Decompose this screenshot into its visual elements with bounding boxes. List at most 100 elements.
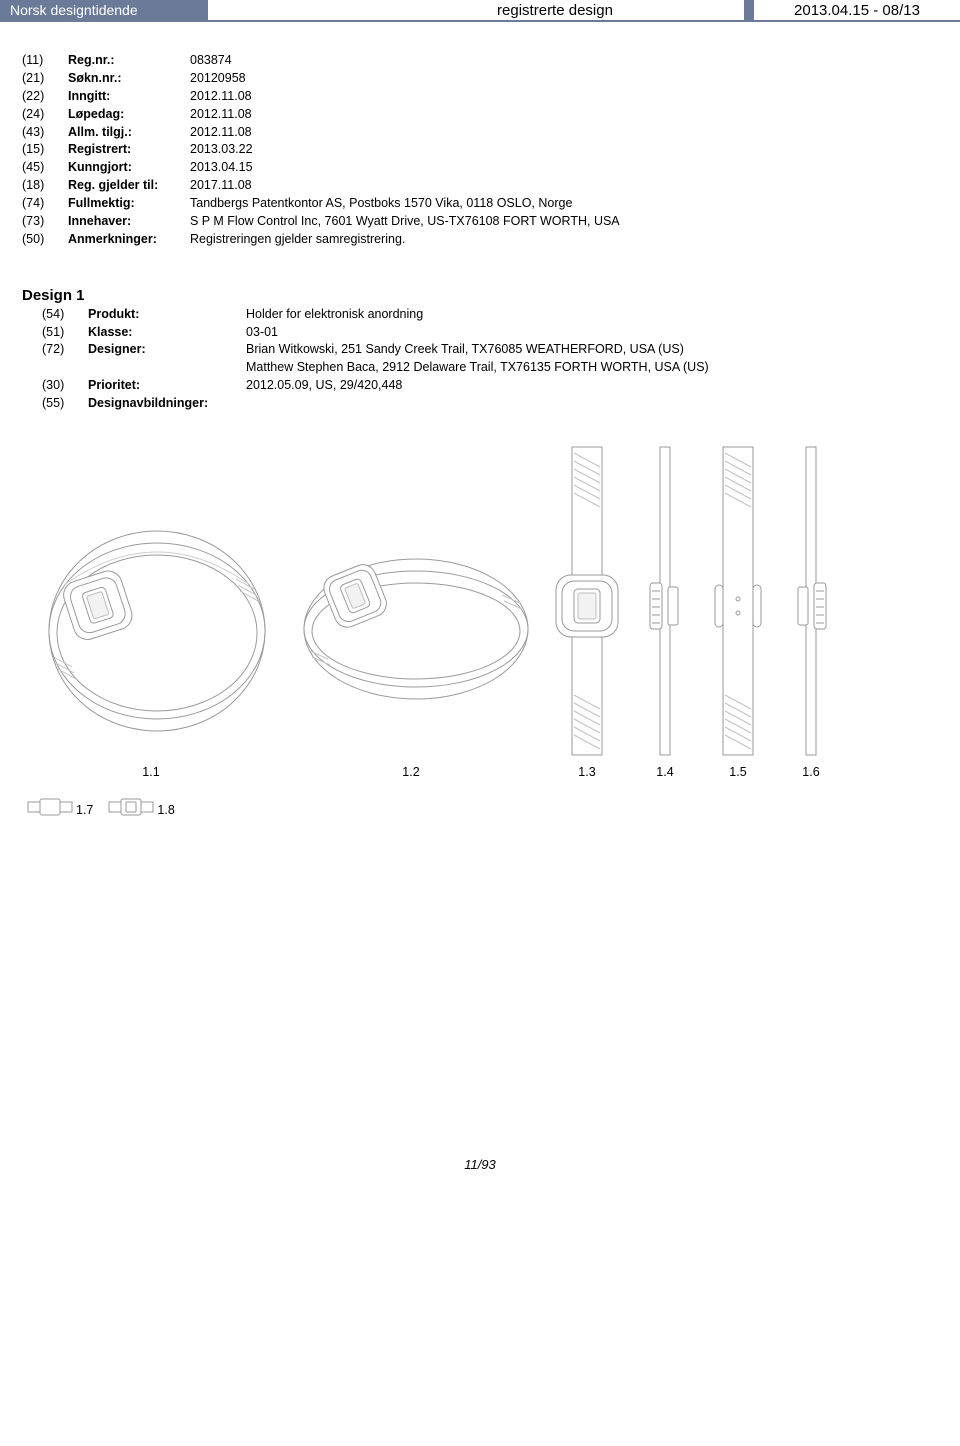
page-number: 11/93 [0, 1157, 960, 1192]
field-code: (30) [42, 377, 88, 395]
field-label: Kunngjort: [68, 159, 190, 177]
field-label: Designavbildninger: [88, 395, 246, 413]
field-value: Tandbergs Patentkontor AS, Postboks 1570… [190, 195, 626, 213]
field-value: 03-01 [246, 324, 715, 342]
page-content: (11)Reg.nr.:083874(21)Søkn.nr.:20120958(… [0, 22, 960, 817]
field-code [42, 359, 88, 377]
field-label: Produkt: [88, 306, 246, 324]
field-label: Løpedag: [68, 106, 190, 124]
figure-label: 1.2 [402, 765, 419, 779]
figure-label: 1.6 [802, 765, 819, 779]
design-figures-row: 1.1 [22, 441, 938, 779]
table-row: (30)Prioritet:2012.05.09, US, 29/420,448 [42, 377, 715, 395]
field-label: Søkn.nr.: [68, 70, 190, 88]
field-code: (43) [22, 124, 68, 142]
field-value: 2013.03.22 [190, 141, 626, 159]
figure-1-6: 1.6 [784, 441, 838, 779]
drawing-icon [784, 441, 838, 761]
field-value: 2012.05.09, US, 29/420,448 [246, 377, 715, 395]
field-label: Inngitt: [68, 88, 190, 106]
field-value: S P M Flow Control Inc, 7601 Wyatt Drive… [190, 213, 626, 231]
table-row: (72)Designer:Brian Witkowski, 251 Sandy … [42, 341, 715, 359]
table-row: (50)Anmerkninger:Registreringen gjelder … [22, 231, 626, 249]
table-row: Matthew Stephen Baca, 2912 Delaware Trai… [42, 359, 715, 377]
field-code: (21) [22, 70, 68, 88]
field-value [246, 395, 715, 413]
field-value: Holder for elektronisk anordning [246, 306, 715, 324]
figure-label: 1.7 [76, 803, 93, 817]
figure-label: 1.5 [729, 765, 746, 779]
field-code: (22) [22, 88, 68, 106]
drawing-icon [638, 441, 692, 761]
table-row: (43)Allm. tilgj.:2012.11.08 [22, 124, 626, 142]
figure-1-3: 1.3 [542, 441, 632, 779]
field-value: 2012.11.08 [190, 88, 626, 106]
field-label: Prioritet: [88, 377, 246, 395]
figure-1-7: 1.7 [26, 797, 93, 817]
design-heading: Design 1 [22, 287, 938, 304]
field-code: (73) [22, 213, 68, 231]
field-label: Anmerkninger: [68, 231, 190, 249]
header-issue-date: 2013.04.15 - 08/13 [754, 0, 960, 20]
drawing-icon [286, 461, 536, 761]
field-value: Matthew Stephen Baca, 2912 Delaware Trai… [246, 359, 715, 377]
table-row: (21)Søkn.nr.:20120958 [22, 70, 626, 88]
figure-1-8: 1.8 [107, 797, 174, 817]
field-value: 2012.11.08 [190, 106, 626, 124]
drawing-icon [698, 441, 778, 761]
field-label [88, 359, 246, 377]
header-divider [744, 0, 754, 20]
design-details-table: (54)Produkt:Holder for elektronisk anord… [42, 306, 715, 413]
header-publication-name: Norsk designtidende [0, 0, 208, 20]
drawing-icon [107, 797, 155, 817]
table-row: (73)Innehaver:S P M Flow Control Inc, 76… [22, 213, 626, 231]
table-row: (24)Løpedag:2012.11.08 [22, 106, 626, 124]
field-code: (55) [42, 395, 88, 413]
drawing-icon [22, 461, 280, 761]
field-label: Allm. tilgj.: [68, 124, 190, 142]
field-code: (15) [22, 141, 68, 159]
field-value: 2013.04.15 [190, 159, 626, 177]
field-code: (45) [22, 159, 68, 177]
figure-label: 1.4 [656, 765, 673, 779]
figure-label: 1.8 [157, 803, 174, 817]
figure-1-2: 1.2 [286, 461, 536, 779]
field-value: Registreringen gjelder samregistrering. [190, 231, 626, 249]
registration-metadata-table: (11)Reg.nr.:083874(21)Søkn.nr.:20120958(… [22, 52, 626, 249]
field-label: Klasse: [88, 324, 246, 342]
field-label: Registrert: [68, 141, 190, 159]
table-row: (22)Inngitt:2012.11.08 [22, 88, 626, 106]
figure-1-1: 1.1 [22, 461, 280, 779]
field-label: Reg.nr.: [68, 52, 190, 70]
table-row: (74)Fullmektig:Tandbergs Patentkontor AS… [22, 195, 626, 213]
figure-1-4: 1.4 [638, 441, 692, 779]
field-code: (72) [42, 341, 88, 359]
field-code: (51) [42, 324, 88, 342]
field-code: (24) [22, 106, 68, 124]
field-code: (50) [22, 231, 68, 249]
drawing-icon [542, 441, 632, 761]
field-label: Innehaver: [68, 213, 190, 231]
figure-label: 1.3 [578, 765, 595, 779]
figure-1-5: 1.5 [698, 441, 778, 779]
table-row: (51)Klasse:03-01 [42, 324, 715, 342]
drawing-icon [26, 797, 74, 817]
figure-label: 1.1 [142, 765, 159, 779]
table-row: (45)Kunngjort:2013.04.15 [22, 159, 626, 177]
field-value: Brian Witkowski, 251 Sandy Creek Trail, … [246, 341, 715, 359]
design-figures-row-2: 1.7 1.8 [26, 797, 938, 817]
field-value: 2017.11.08 [190, 177, 626, 195]
table-row: (11)Reg.nr.:083874 [22, 52, 626, 70]
table-row: (54)Produkt:Holder for elektronisk anord… [42, 306, 715, 324]
field-label: Fullmektig: [68, 195, 190, 213]
header-section-title: registrerte design [366, 0, 744, 20]
page-header: Norsk designtidende registrerte design 2… [0, 0, 960, 22]
header-spacer [208, 0, 366, 20]
field-value: 20120958 [190, 70, 626, 88]
field-value: 2012.11.08 [190, 124, 626, 142]
field-label: Reg. gjelder til: [68, 177, 190, 195]
field-code: (74) [22, 195, 68, 213]
table-row: (15)Registrert:2013.03.22 [22, 141, 626, 159]
field-code: (18) [22, 177, 68, 195]
field-code: (54) [42, 306, 88, 324]
